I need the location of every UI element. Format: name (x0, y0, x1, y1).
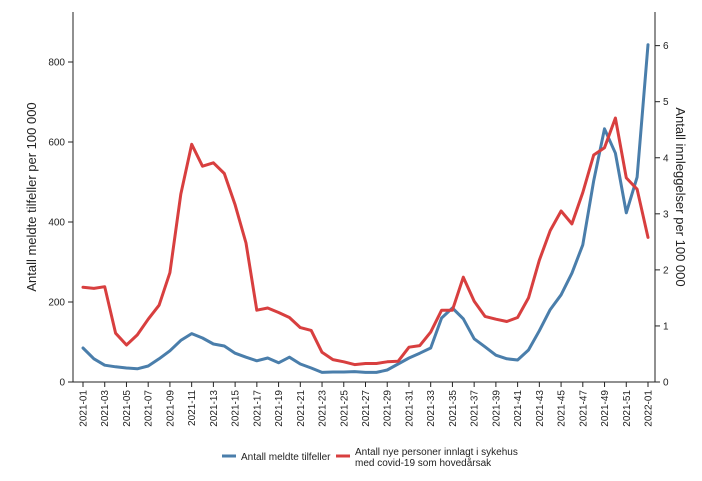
right-y-tick-label: 1 (663, 321, 669, 332)
x-tick-label: 2021-25 (339, 390, 350, 427)
left-y-ticks: 0 200 400 600 800 (48, 58, 73, 389)
x-tick-label: 2021-47 (578, 390, 589, 427)
right-y-tick-label: 3 (663, 209, 669, 220)
x-tick-label: 2021-23 (318, 390, 329, 427)
x-tick-label: 2021-49 (600, 390, 611, 427)
left-y-tick-label: 400 (48, 218, 65, 229)
x-ticks: 2021-01 2021-03 2021-05 2021-07 2021-09 2021-… (79, 382, 655, 427)
x-tick-label: 2021-13 (209, 390, 220, 427)
right-y-tick-label: 6 (663, 41, 669, 52)
legend-label-line: med covid-19 som hovedårsak (355, 457, 492, 469)
left-y-tick-label: 0 (59, 378, 65, 389)
right-y-tick-label: 2 (663, 265, 669, 276)
left-y-axis-title: Antall meldte tilfeller per 100 000 (24, 102, 39, 291)
x-tick-label: 2021-21 (296, 390, 307, 427)
x-tick-label: 2021-29 (383, 390, 394, 427)
x-tick-label: 2021-51 (622, 390, 633, 427)
x-tick-label: 2021-33 (426, 390, 437, 427)
x-tick-label: 2021-45 (557, 390, 568, 427)
x-tick-label: 2021-07 (144, 390, 155, 427)
right-y-axis-title: Antall innleggelser per 100 000 (673, 107, 688, 286)
series-line-cases (81, 43, 650, 374)
left-y-tick-label: 800 (48, 58, 65, 69)
right-y-tick-label: 5 (663, 97, 669, 108)
x-tick-label: 2021-11 (187, 390, 198, 426)
x-tick-label: 2021-15 (231, 390, 242, 427)
legend-label-line: Antall nye personer innlagt i sykehus (355, 447, 518, 458)
x-tick-label: 2021-37 (470, 390, 481, 427)
x-tick-label: 2021-41 (513, 390, 524, 427)
x-tick-label: 2021-43 (535, 390, 546, 427)
x-tick-label: 2021-17 (252, 390, 263, 427)
left-y-tick-label: 200 (48, 298, 65, 309)
x-tick-label: 2021-19 (274, 390, 285, 427)
x-tick-label: 2021-03 (100, 390, 111, 427)
legend-label-cases: Antall meldte tilfeller (241, 452, 331, 463)
left-y-tick-label: 600 (48, 138, 65, 149)
right-y-tick-label: 0 (663, 378, 669, 389)
right-y-tick-label: 4 (663, 153, 669, 164)
series-line-hospitalizations (81, 116, 650, 367)
right-y-ticks: 0 1 2 3 4 5 6 (655, 41, 669, 389)
x-tick-label: 2021-01 (79, 390, 90, 427)
series-lines (81, 43, 650, 374)
x-tick-label: 2021-27 (361, 390, 372, 427)
x-tick-label: 2022-01 (644, 390, 655, 427)
x-tick-label: 2021-31 (404, 390, 415, 427)
x-tick-label: 2021-05 (122, 390, 133, 427)
legend-label-hospitalizations: Antall nye personer innlagt i sykehus med… (355, 447, 518, 469)
x-tick-label: 2021-35 (448, 390, 459, 427)
legend: Antall meldte tilfeller Antall nye perso… (222, 447, 518, 469)
x-tick-label: 2021-39 (491, 390, 502, 427)
chart-axes (72, 12, 656, 383)
x-tick-label: 2021-09 (165, 390, 176, 427)
